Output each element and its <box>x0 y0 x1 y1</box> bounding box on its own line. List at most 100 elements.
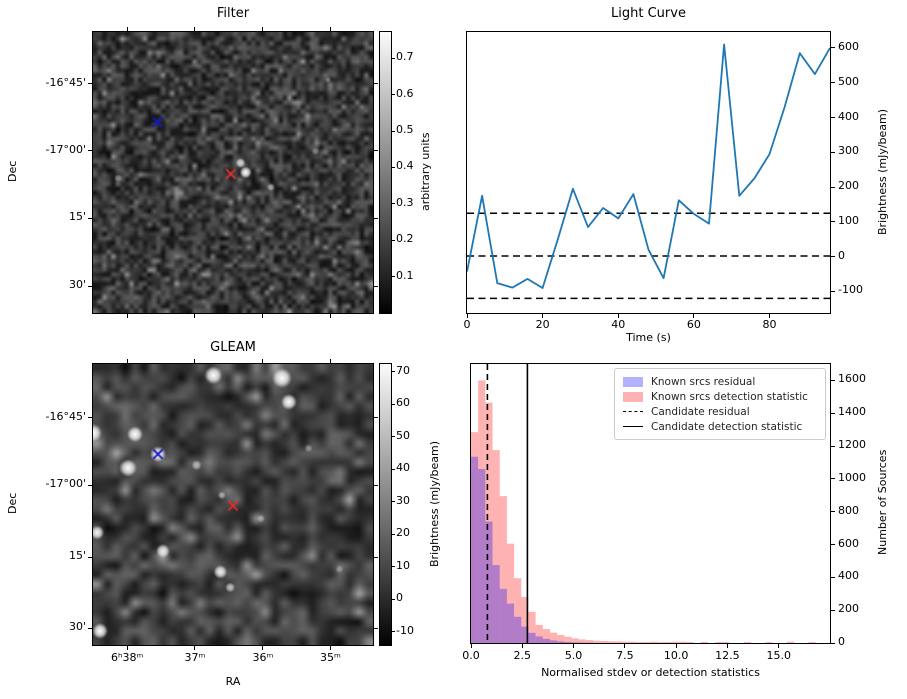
count-tick-label: 600 <box>838 536 859 550</box>
stdev-tick-label: 2.5 <box>513 649 532 662</box>
detection-statistic-bar <box>564 636 572 643</box>
tick-mark <box>392 403 395 405</box>
tick-mark <box>126 27 128 31</box>
stdev-tick-label: 0.0 <box>462 649 480 662</box>
detection-statistic-bar <box>600 641 608 643</box>
stdev-tick-label: 12.5 <box>715 649 740 662</box>
tick-mark <box>392 566 395 568</box>
tick-mark <box>726 644 728 648</box>
dec-tick-label: 30' <box>68 620 86 634</box>
detection-statistic-bar <box>722 642 730 643</box>
tick-mark <box>374 285 378 287</box>
brightness-tick-label: 500 <box>838 74 859 88</box>
residual-bar <box>528 632 536 643</box>
detection-statistic-bar <box>686 642 694 643</box>
tick-mark <box>542 314 544 318</box>
detection-statistic-bar <box>715 642 723 643</box>
known-residual-swatch <box>623 376 643 387</box>
dec-tick-label: 30' <box>68 278 86 292</box>
count-tick-label: 800 <box>838 503 859 517</box>
time-tick-label: 60 <box>686 318 701 331</box>
colorbar-tick-label: 10 <box>396 558 410 572</box>
histogram-ylabel: Number of Sources <box>876 449 889 556</box>
colorbar-tick-label: 0.6 <box>396 86 414 100</box>
colorbar-tick-label: 0.1 <box>396 268 414 282</box>
dec-tick-label: 15' <box>68 549 86 563</box>
tick-mark <box>262 314 264 318</box>
ra-tick-label: 35ᵐ <box>320 651 341 664</box>
filter-title: Filter <box>216 6 250 21</box>
ra-tick-label: 37ᵐ <box>184 651 206 664</box>
ra-tick-label: 36ᵐ <box>252 651 274 664</box>
stdev-tick-label: 5.0 <box>564 649 583 662</box>
legend-row-candidate-detection: Candidate detection statistic <box>623 419 817 434</box>
detection-statistic-bar <box>478 380 486 643</box>
tick-mark <box>194 314 196 318</box>
lightcurve-title: Light Curve <box>611 6 686 21</box>
filter-colorbar <box>379 31 395 314</box>
detection-statistic-bar <box>593 640 601 643</box>
tick-mark <box>392 94 395 96</box>
stdev-tick-label: 7.5 <box>616 649 634 662</box>
colorbar-tick-label: 0.7 <box>396 50 414 64</box>
tick-mark <box>329 359 331 363</box>
colorbar-tick-label: -10 <box>396 623 414 637</box>
tick-mark <box>831 151 835 153</box>
detection-statistic-bar <box>549 632 558 643</box>
tick-mark <box>126 359 128 363</box>
detection-statistic-bar <box>614 641 622 643</box>
dec-tick-label: -17°00' <box>45 142 87 156</box>
residual-bar <box>557 641 565 643</box>
detection-statistic-bar <box>679 641 687 643</box>
brightness-tick-label: 200 <box>838 179 859 193</box>
detection-statistic-bar <box>542 629 550 643</box>
legend-row-candidate-residual: Candidate residual <box>623 404 817 419</box>
tick-mark <box>88 83 92 85</box>
colorbar-tick-label: 0.2 <box>396 232 414 246</box>
detection-statistic-bar <box>528 611 536 643</box>
tick-mark <box>126 646 128 650</box>
tick-mark <box>831 478 835 480</box>
tick-mark <box>392 166 395 168</box>
tick-mark <box>262 646 264 650</box>
residual-bar <box>478 469 486 643</box>
tick-mark <box>831 445 835 447</box>
colorbar-tick-label: 50 <box>396 428 410 442</box>
brightness-tick-label: -100 <box>838 283 863 297</box>
tick-mark <box>831 221 835 223</box>
tick-mark <box>466 314 468 318</box>
detection-statistic-bar <box>650 641 658 643</box>
filter-colorbar-label: arbitrary units <box>419 132 432 211</box>
tick-mark <box>374 83 378 85</box>
colorbar-tick-label: 30 <box>396 493 410 507</box>
tick-mark <box>831 290 835 292</box>
residual-bar <box>549 640 558 643</box>
count-tick-label: 0 <box>838 635 845 648</box>
brightness-tick-label: 400 <box>838 109 859 123</box>
gleam-colorbar-label: Brightness (mJy/beam) <box>428 440 441 567</box>
tick-mark <box>831 186 835 188</box>
detection-statistic-bar <box>621 641 629 643</box>
count-tick-label: 1200 <box>838 438 866 452</box>
tick-mark <box>374 417 378 419</box>
tick-mark <box>831 47 835 49</box>
detection-statistic-bar <box>585 640 594 643</box>
detection-statistic-bar <box>743 642 752 643</box>
tick-mark <box>392 501 395 503</box>
tick-mark <box>831 82 835 84</box>
tick-mark <box>262 27 264 31</box>
tick-mark <box>573 644 575 648</box>
colorbar-tick-label: 0.5 <box>396 123 414 136</box>
detection-statistic-bar <box>485 402 493 643</box>
residual-bar <box>471 456 479 643</box>
dec-tick-label: -17°00' <box>45 477 87 491</box>
tick-mark <box>126 314 128 318</box>
count-tick-label: 1000 <box>838 470 866 484</box>
tick-mark <box>831 609 835 611</box>
detection-statistic-bar <box>506 543 515 643</box>
legend-label: Candidate detection statistic <box>651 420 803 433</box>
legend-label: Known srcs detection statistic <box>651 390 808 403</box>
colorbar-tick-label: 60 <box>396 396 410 410</box>
solid-line-sample <box>623 426 643 427</box>
